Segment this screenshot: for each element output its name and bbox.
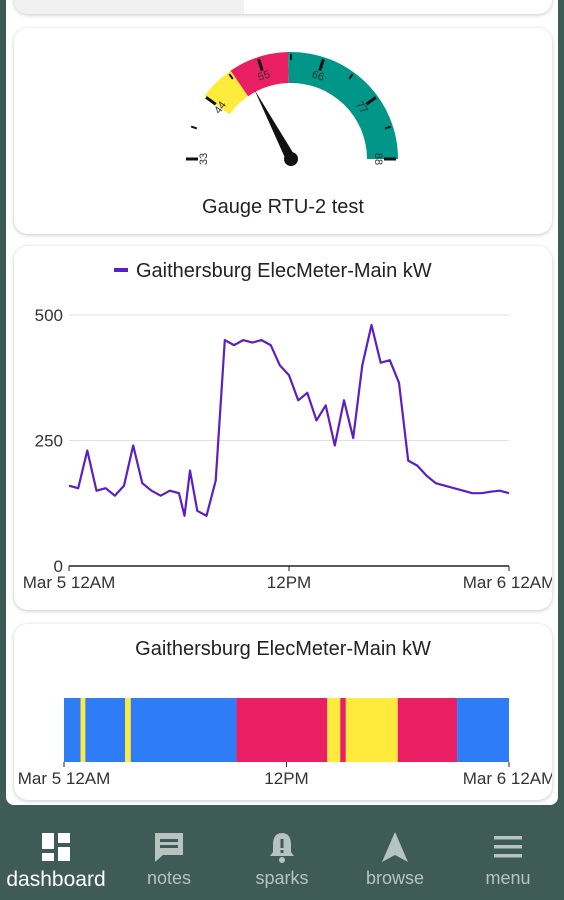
nav-sparks[interactable]: sparks [226,818,338,900]
status-segment-9 [397,698,458,762]
status-segment-7 [340,698,346,762]
gauge-tick-label-3: 66 [310,69,325,84]
gauge-minor-tick-1 [228,73,234,80]
gauge-needle-hub [284,152,298,166]
nav-sparks-label: sparks [255,868,309,888]
legend-label: Gaithersburg ElecMeter-Main kW [136,260,432,282]
dashboard-icon [40,830,72,864]
nav-notes-label: notes [146,868,192,888]
gauge-tick-3 [318,58,325,72]
y-tick-label-1: 250 [35,432,63,451]
status-segment-1 [80,698,86,762]
dashboard-content: 33 44 55 66 77 88 Gauge RTU-2 test Gaithersbu… [6,0,558,805]
gauge-tick-label-1: 44 [212,99,229,116]
gauge-band-0 [184,96,230,159]
menu-icon [492,830,524,864]
status-bar-chart: Mar 5 12AM 12PM Mar 6 12AM [18,698,552,788]
nav-notes[interactable]: notes [113,818,225,900]
nav-menu[interactable]: menu [452,818,564,900]
gauge-tick-4 [365,96,377,106]
nav-menu-label: menu [485,868,531,888]
gauge-title: Gauge RTU-2 test [202,196,364,218]
status-segment-8 [345,698,398,762]
bar-x-tick-label-0: Mar 5 12AM [18,769,111,788]
gauge-tick-label-2: 55 [256,69,271,84]
bell-alert-icon [267,830,297,864]
y-tick-label-2: 500 [35,306,63,325]
navigation-arrow-icon [380,830,410,864]
gauge-band-3 [287,52,398,159]
legend-swatch [114,268,128,272]
line-chart-card[interactable]: Gaithersburg ElecMeter-Main kW 0 250 500 Mar… [14,246,552,610]
notes-icon [152,830,186,864]
gauge-tick-1 [205,96,217,106]
gauge-minor-tick-4 [384,125,392,130]
series-line [68,323,510,517]
previous-card [14,0,552,14]
x-tick-label-0: Mar 5 12AM [23,573,116,592]
gauge-card[interactable]: 33 44 55 66 77 88 Gauge RTU-2 test [14,28,552,234]
y-tick-label-0: 0 [54,557,63,576]
previous-card-shade [14,0,244,14]
bottom-navigation: dashboard notes sparks bro [0,818,564,900]
gauge-tick-label-0: 33 [198,153,210,165]
status-segment-6 [327,698,341,762]
nav-browse[interactable]: browse [339,818,451,900]
gauge-tick-label-5: 88 [372,153,384,165]
nav-dashboard[interactable]: dashboard [0,818,112,900]
gauge-band-2 [230,52,289,97]
bar-x-tick-label-1: 12PM [264,769,308,788]
status-segment-5 [236,698,328,762]
gauge-tick-label-4: 77 [353,99,370,116]
gauge-minor-tick-3 [348,73,354,80]
status-bar-title: Gaithersburg ElecMeter-Main kW [135,638,431,660]
gauge-needle [254,89,296,162]
status-bar-card[interactable]: Gaithersburg ElecMeter-Main kW Mar 5 12A… [14,624,552,800]
status-segment-10 [457,698,509,762]
nav-dashboard-label: dashboard [6,868,106,891]
gauge-chart: 33 44 55 66 77 88 [184,52,398,166]
status-segment-4 [130,698,237,762]
x-tick-label-2: Mar 6 12AM [463,573,552,592]
status-segment-0 [64,698,81,762]
line-chart: Gaithersburg ElecMeter-Main kW 0 250 500 Mar… [23,260,552,592]
status-segment-2 [85,698,126,762]
nav-browse-label: browse [365,868,425,888]
x-tick-label-1: 12PM [267,573,311,592]
status-segment-3 [125,698,131,762]
bar-x-tick-label-2: Mar 6 12AM [463,769,552,788]
gauge-minor-tick-0 [190,125,198,130]
gauge-tick-2 [257,58,264,72]
